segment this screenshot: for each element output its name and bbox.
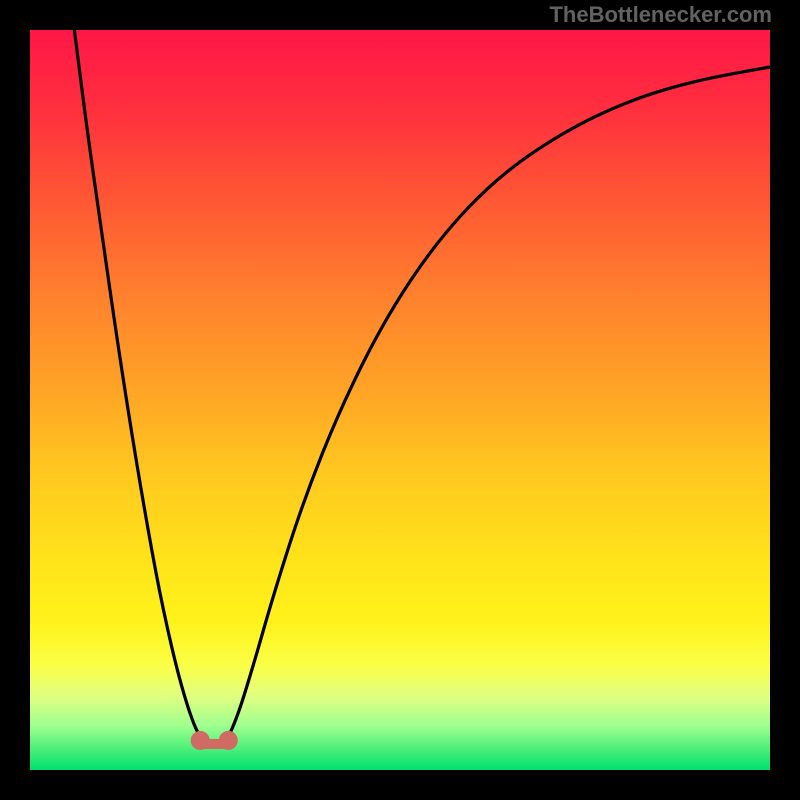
valley-marker-bar — [200, 739, 228, 749]
frame-border — [0, 0, 30, 800]
frame-border — [0, 770, 800, 800]
frame-border — [770, 0, 800, 800]
watermark-text: TheBottlenecker.com — [549, 2, 772, 28]
bottleneck-chart — [0, 0, 800, 800]
gradient-background — [30, 30, 770, 770]
